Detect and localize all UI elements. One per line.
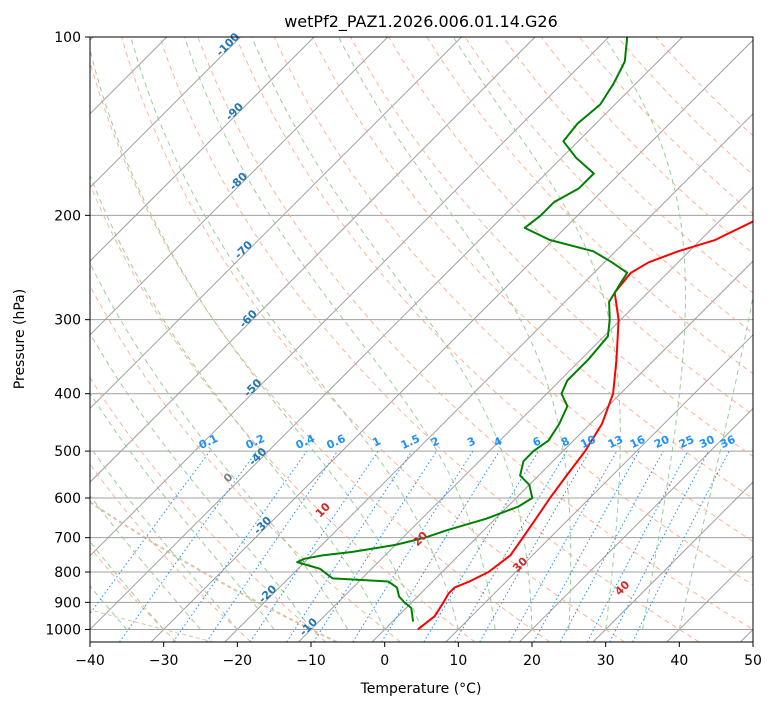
mixing-ratio-line xyxy=(286,450,413,642)
y-tick-label: 200 xyxy=(54,208,81,224)
dewpoint-profile-line xyxy=(296,37,629,622)
mixing-ratio-line xyxy=(249,450,379,642)
moist-adiabat-line xyxy=(184,37,496,630)
moist-adiabat-line xyxy=(452,37,621,630)
dry-adiabat-line xyxy=(197,37,753,630)
dry-adiabat-line xyxy=(311,37,753,500)
curved-guide-line xyxy=(90,500,338,642)
moist-adiabat-line xyxy=(90,494,201,630)
mixing-ratio-line xyxy=(632,450,730,642)
x-tick-label: 50 xyxy=(744,653,762,669)
mixing-ratio-label: 25 xyxy=(677,433,696,451)
mixing-ratio-line xyxy=(119,450,258,642)
mixing-ratio-line xyxy=(313,450,438,642)
mixing-ratio-label: 20 xyxy=(652,433,672,451)
x-tick-label: 10 xyxy=(449,653,467,669)
y-tick-label: 900 xyxy=(54,595,81,611)
dry-adiabat-line xyxy=(235,37,753,586)
x-tick-label: −10 xyxy=(296,653,326,669)
moist-adiabat-line xyxy=(678,293,753,630)
isotherm-line xyxy=(445,334,753,642)
dry-adiabat-line xyxy=(426,37,753,375)
mixing-ratio-label: 10 xyxy=(578,433,598,451)
y-tick-label: 600 xyxy=(54,491,81,507)
moist-adiabat-line xyxy=(90,392,275,630)
x-tick-label: 40 xyxy=(670,653,688,669)
moist-adiabat-line xyxy=(90,540,165,630)
y-axis-label: Pressure (hPa) xyxy=(12,289,28,389)
isotherm-line xyxy=(90,37,241,189)
dry-adiabat-line xyxy=(121,37,625,642)
mixing-ratio-label: 36 xyxy=(718,433,738,451)
x-tick-label: −20 xyxy=(223,653,253,669)
mixing-ratio-line xyxy=(205,450,338,642)
temperature-profile-line xyxy=(417,220,753,631)
mixing-ratio-line xyxy=(90,450,211,615)
x-tick-label: −40 xyxy=(75,653,105,669)
isotherm-line xyxy=(371,260,753,642)
mixing-ratio-line xyxy=(559,450,664,642)
dry-adiabat-line xyxy=(350,37,753,457)
moist-adiabat-line xyxy=(90,262,349,630)
y-tick-label: 1000 xyxy=(45,622,81,638)
isotherm-line xyxy=(592,481,753,642)
y-tick-label: 500 xyxy=(54,444,81,460)
mixing-ratio-label: 16 xyxy=(628,433,648,451)
moist-adiabat-line xyxy=(251,37,533,630)
x-tick-label: 30 xyxy=(597,653,615,669)
moist-adiabat-line xyxy=(90,585,128,630)
y-tick-label: 400 xyxy=(54,387,81,403)
chart-title: wetPf2_PAZ1.2026.006.01.14.G26 xyxy=(284,12,558,32)
y-tick-label: 100 xyxy=(54,30,81,46)
isotherm-line xyxy=(90,37,536,483)
mixing-ratio-line xyxy=(533,450,640,642)
mixing-ratio-line xyxy=(352,450,474,642)
isotherm-line xyxy=(150,39,753,642)
y-tick-label: 800 xyxy=(54,565,81,581)
moist-adiabat-line xyxy=(603,37,686,630)
isotherm-line xyxy=(90,37,315,262)
moist-adiabat-line xyxy=(90,47,422,630)
x-tick-label: 20 xyxy=(523,653,541,669)
dry-adiabat-line xyxy=(90,60,551,642)
y-tick-label: 300 xyxy=(54,313,81,329)
background-guides xyxy=(90,37,753,642)
x-tick-label: −30 xyxy=(149,653,179,669)
moist-adiabat-line xyxy=(90,174,386,630)
dry-adiabat-line xyxy=(90,376,327,642)
isotherm-line xyxy=(224,113,753,642)
mixing-ratio-line xyxy=(509,450,618,642)
isotherm-line xyxy=(90,37,683,631)
y-tick-label: 700 xyxy=(54,531,81,547)
mixing-ratio-label: 30 xyxy=(697,433,717,451)
x-tick-label: 0 xyxy=(380,653,389,669)
isotherm-line xyxy=(519,407,753,642)
mixing-ratio-line xyxy=(381,450,500,642)
mixing-ratio-line xyxy=(172,450,308,642)
x-axis-label: Temperature (°C) xyxy=(360,681,482,697)
axes: −40 −30 −20 −10 0 10 20 30 40 50 1000 900 800 700 600 5… xyxy=(45,30,762,669)
isotherm-line xyxy=(90,37,462,410)
moist-adiabat-line xyxy=(90,445,238,630)
isotherm-line xyxy=(90,37,610,557)
dry-adiabat-line xyxy=(388,37,753,416)
profile-series xyxy=(296,37,753,631)
plot-frame xyxy=(89,36,754,643)
isotherm-line xyxy=(90,37,389,336)
mixing-ratio-label: 13 xyxy=(606,433,625,451)
